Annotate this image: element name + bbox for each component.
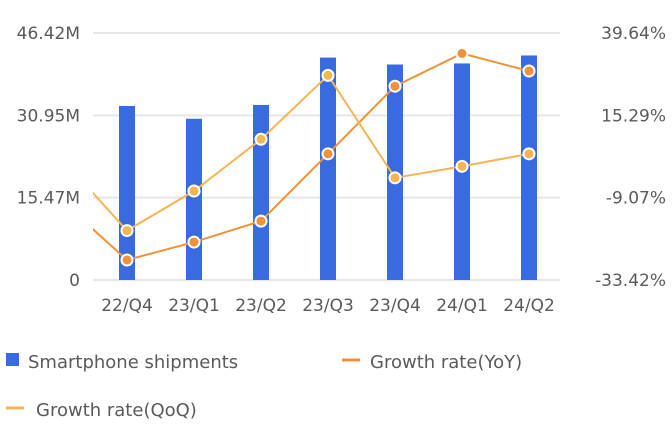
- right-axis: -33.42% -9.07% 15.29% 39.64%: [595, 24, 666, 291]
- series-line-1: [93, 52, 530, 262]
- line-series: [93, 52, 530, 262]
- bar: [521, 55, 537, 280]
- bar: [320, 57, 336, 280]
- x-axis: 22/Q4 23/Q1 23/Q2 23/Q3 23/Q4 24/Q1 24/Q2: [101, 296, 555, 316]
- data-point: [187, 184, 201, 198]
- data-point: [388, 171, 402, 185]
- right-tick-label: 15.29%: [601, 106, 666, 126]
- data-point: [388, 79, 402, 93]
- x-tick-label: 24/Q1: [436, 296, 488, 316]
- data-point: [455, 46, 469, 60]
- x-tick-label: 23/Q4: [369, 296, 421, 316]
- line-points: [120, 46, 536, 267]
- legend-item-yoy[interactable]: Growth rate(YoY): [342, 352, 522, 373]
- data-point: [321, 68, 335, 82]
- legend-item-qoq[interactable]: Growth rate(QoQ): [6, 400, 197, 421]
- x-tick-label: 23/Q1: [168, 296, 220, 316]
- data-point: [321, 147, 335, 161]
- left-tick-label: 0: [69, 271, 80, 291]
- series-line-2: [93, 73, 530, 232]
- bar: [119, 106, 135, 280]
- left-axis: 0 15.47M 30.95M 46.42M: [17, 24, 80, 291]
- data-point: [254, 132, 268, 146]
- legend-label-shipments: Smartphone shipments: [28, 352, 238, 373]
- x-tick-label: 23/Q3: [302, 296, 354, 316]
- left-tick-label: 15.47M: [17, 189, 80, 209]
- x-tick-label: 23/Q2: [235, 296, 287, 316]
- data-point: [522, 64, 536, 78]
- right-tick-label: 39.64%: [601, 24, 666, 44]
- data-point: [522, 147, 536, 161]
- data-point: [120, 224, 134, 238]
- left-tick-label: 46.42M: [17, 24, 80, 44]
- data-point: [120, 253, 134, 267]
- left-tick-label: 30.95M: [17, 106, 80, 126]
- x-tick-label: 22/Q4: [101, 296, 153, 316]
- data-point: [187, 235, 201, 249]
- legend-item-shipments[interactable]: Smartphone shipments: [6, 352, 238, 373]
- data-point: [254, 214, 268, 228]
- right-tick-label: -9.07%: [606, 189, 666, 209]
- bar: [253, 104, 269, 280]
- legend: Smartphone shipments Growth rate(YoY) Gr…: [6, 352, 522, 421]
- bar: [186, 118, 202, 281]
- legend-label-qoq: Growth rate(QoQ): [36, 400, 197, 421]
- x-tick-label: 24/Q2: [503, 296, 555, 316]
- legend-swatch-shipments: [6, 353, 19, 366]
- data-point: [455, 159, 469, 173]
- legend-label-yoy: Growth rate(YoY): [370, 352, 522, 373]
- right-tick-label: -33.42%: [595, 271, 666, 291]
